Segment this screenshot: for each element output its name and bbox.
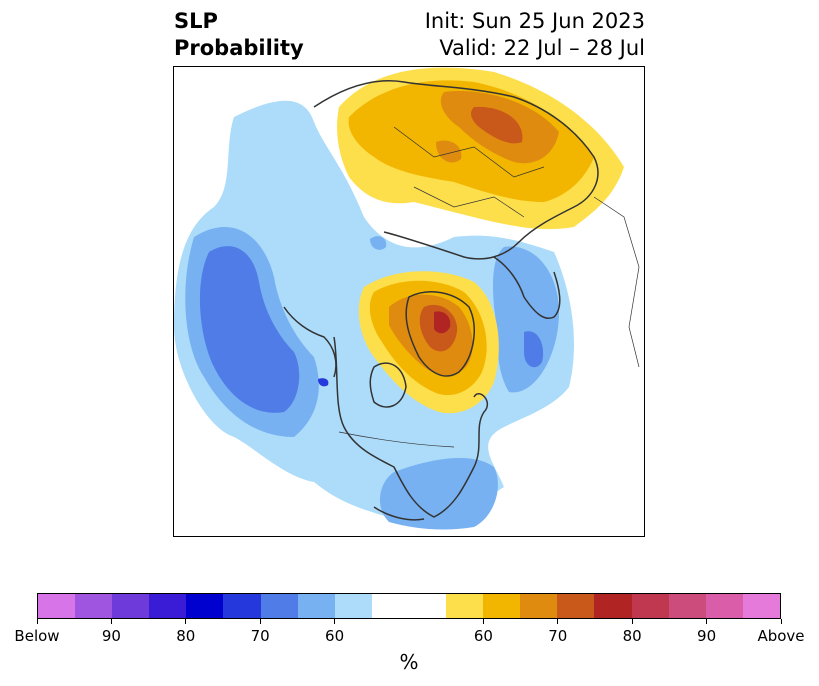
colorbar-tick-label: 80 [622,627,642,645]
coastlines [283,80,599,521]
colorbar-tick [36,619,38,624]
colorbar-segment [334,594,372,618]
colorbar-tick [557,619,559,624]
title-line-2: Probability [174,36,304,60]
colorbar-segment [223,594,261,618]
colorbar-tick-label: 60 [473,627,493,645]
colorbar-segment [260,594,298,618]
border-eurasia-a [393,126,545,178]
below-70-region-southeast [379,457,498,530]
below-90-spot [318,378,329,387]
colorbar-tick [706,619,708,624]
colorbar-tick [110,619,112,624]
colorbar-tick-label: 70 [548,627,568,645]
colorbar-unit: % [399,650,419,674]
colorbar-tick [185,619,187,624]
below-80-region-west [199,246,300,413]
borders [338,126,640,448]
below-70-spot-siberia [370,236,387,250]
colorbar-tick [780,619,782,624]
colorbar-segment [408,594,447,618]
above-80-spot-siberia [436,140,462,163]
colorbar-tick-label: 70 [250,627,270,645]
coast-north-america [333,336,489,518]
colorbar [37,593,781,619]
colorbar-tick [334,619,336,624]
title-line-1: SLP [174,9,218,33]
colorbar-tick-label: Above [757,627,805,645]
colorbar-tick-label: Below [14,627,60,645]
date-info: Init: Sun 25 Jun 2023 Valid: 22 Jul – 28… [425,8,645,62]
colorbar-tick-label: 90 [697,627,717,645]
coast-europe [493,256,561,319]
colorbar-segment [38,594,76,618]
colorbar-segment [446,594,484,618]
colorbar-tick [631,619,633,624]
colorbar-tick-label: 80 [176,627,196,645]
colorbar-segment [149,594,187,618]
init-date: Init: Sun 25 Jun 2023 [424,9,645,33]
border-us-canada [338,431,455,448]
colorbar-tick [259,619,261,624]
colorbar-segment [483,594,521,618]
map-panel [173,66,645,537]
border-eurasia-c [593,196,640,368]
colorbar-segment [668,594,706,618]
map-title: SLP Probability [174,8,304,62]
colorbar-segment [186,594,224,618]
colorbar-segment [520,594,558,618]
colorbar-segment [297,594,335,618]
below-80-region-atlantic [524,331,544,368]
above-max-region-greenland [434,311,451,334]
colorbar-tick [482,619,484,624]
colorbar-segment [631,594,669,618]
border-eurasia-b [413,186,525,218]
coast-gulf [373,506,425,521]
probability-map [174,67,640,530]
colorbar-segment [594,594,632,618]
above-90-region-eurasia [471,106,523,144]
colorbar-tick-label: 90 [101,627,121,645]
colorbar-segment [557,594,595,618]
colorbar-segment [371,594,409,618]
coast-greenland [405,291,475,377]
colorbar-segment [742,594,780,618]
colorbar-segment [75,594,113,618]
colorbar-segment [705,594,743,618]
coast-eurasia [313,80,599,260]
coast-hudson-bay [369,362,407,408]
coast-alaska [283,306,337,378]
colorbar-segment [112,594,150,618]
valid-range: Valid: 22 Jul – 28 Jul [439,36,645,60]
colorbar-tick-label: 60 [325,627,345,645]
